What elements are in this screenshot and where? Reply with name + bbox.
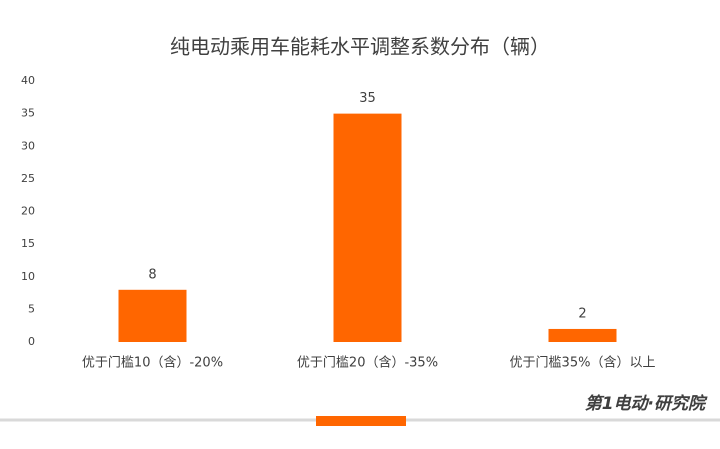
y-tick-label: 35 bbox=[21, 107, 35, 120]
data-label: 8 bbox=[148, 267, 156, 282]
y-tick-label: 20 bbox=[21, 205, 35, 218]
y-tick-label: 30 bbox=[21, 139, 35, 152]
bar bbox=[548, 328, 617, 342]
data-label: 2 bbox=[578, 306, 586, 321]
y-tick-label: 25 bbox=[21, 172, 35, 185]
data-label: 35 bbox=[359, 91, 376, 106]
y-tick-label: 5 bbox=[28, 302, 35, 315]
y-tick-label: 40 bbox=[21, 74, 35, 87]
x-tick-label: 优于门槛20（含）-35% bbox=[297, 355, 438, 371]
bar bbox=[118, 289, 187, 342]
y-tick-label: 10 bbox=[21, 270, 35, 283]
chart-title: 纯电动乘用车能耗水平调整系数分布（辆） bbox=[170, 35, 550, 59]
x-tick-label: 优于门槛35%（含）以上 bbox=[510, 355, 656, 371]
watermark: 第1电动·研究院 bbox=[585, 394, 708, 414]
y-tick-label: 15 bbox=[21, 237, 35, 250]
y-tick-label: 0 bbox=[28, 335, 35, 348]
footer-accent bbox=[316, 416, 406, 426]
x-tick-label: 优于门槛10（含）-20% bbox=[82, 355, 223, 371]
bar bbox=[333, 113, 402, 342]
